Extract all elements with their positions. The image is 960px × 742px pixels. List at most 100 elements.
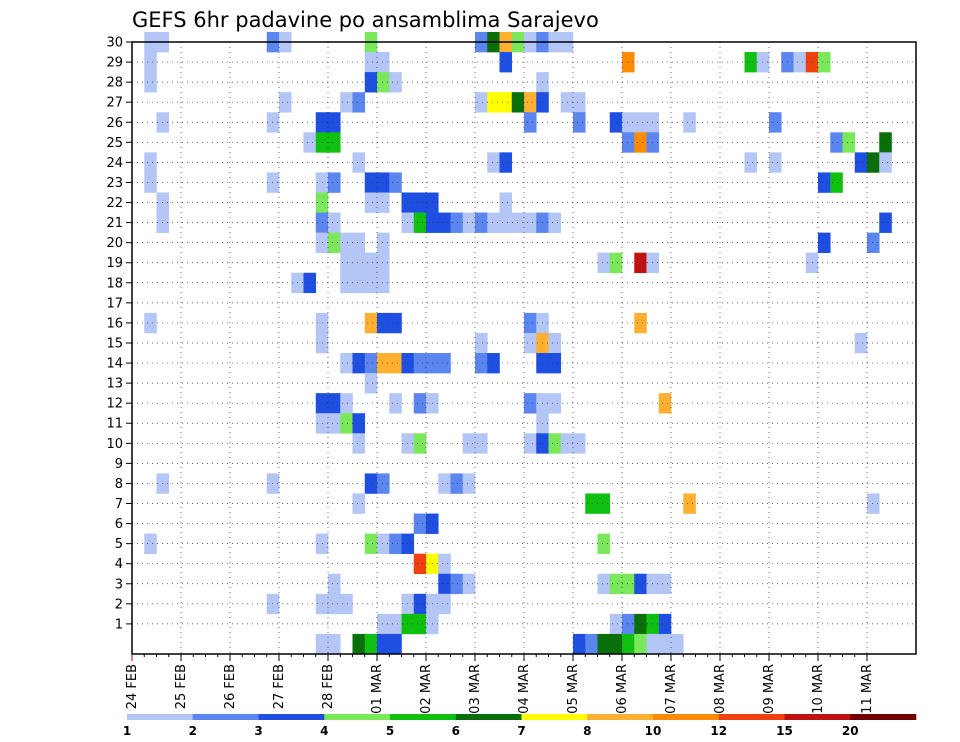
legend-color-swatch xyxy=(258,714,325,720)
heatmap-cell xyxy=(389,72,402,93)
heatmap-cell xyxy=(671,633,684,655)
heatmap-cell xyxy=(573,112,586,133)
heatmap-cell xyxy=(499,52,513,73)
y-tick-label: 26 xyxy=(106,116,123,131)
heatmap-cell xyxy=(377,272,390,294)
legend-color-swatch xyxy=(587,714,654,720)
legend-color-swatch xyxy=(718,714,785,720)
heatmap-cell xyxy=(634,312,647,334)
heatmap-cell xyxy=(340,353,353,374)
legend-color-swatch xyxy=(653,714,720,720)
heatmap-cell xyxy=(683,112,696,133)
heatmap-cell xyxy=(352,252,366,274)
heatmap-cell xyxy=(499,92,513,113)
heatmap-cell xyxy=(328,232,341,253)
heatmap-cell xyxy=(462,473,476,494)
heatmap-cell xyxy=(303,132,317,153)
heatmap-cell xyxy=(622,573,635,595)
x-tick-label: 09 MAR xyxy=(762,664,777,714)
heatmap-cell xyxy=(328,112,341,133)
heatmap-cell xyxy=(499,152,513,173)
heatmap-cell xyxy=(634,573,647,595)
legend-color-swatch xyxy=(455,714,522,720)
heatmap-cell xyxy=(597,633,611,655)
heatmap-cell xyxy=(769,112,782,133)
y-tick-label: 10 xyxy=(106,437,123,452)
heatmap-cell xyxy=(377,52,390,73)
heatmap-cell xyxy=(499,192,513,213)
heatmap-cell xyxy=(634,613,647,635)
heatmap-cell xyxy=(389,533,402,554)
x-tick-label: 06 MAR xyxy=(615,664,630,714)
heatmap-cell xyxy=(511,92,525,113)
heatmap-cell xyxy=(438,473,451,494)
legend-color-swatch xyxy=(850,714,917,720)
heatmap-cell xyxy=(622,112,635,133)
heatmap-cell xyxy=(352,353,366,374)
heatmap-cell xyxy=(854,332,868,354)
heatmap-cell xyxy=(413,393,427,414)
heatmap-cell xyxy=(622,52,635,73)
heatmap-cell xyxy=(487,152,500,173)
heatmap-cell xyxy=(658,393,672,414)
x-tick-label: 04 MAR xyxy=(517,664,532,714)
heatmap-cell xyxy=(377,252,390,274)
heatmap-cell xyxy=(609,573,623,595)
heatmap-cell xyxy=(413,513,427,534)
y-tick-label: 24 xyxy=(106,156,123,171)
legend-label: 10 xyxy=(645,724,662,738)
y-tick-label: 27 xyxy=(106,96,123,111)
heatmap-cell xyxy=(634,633,647,655)
heatmap-cell xyxy=(487,353,500,374)
heatmap-cell xyxy=(144,312,157,334)
heatmap-cell xyxy=(389,312,402,334)
heatmap-cell xyxy=(364,272,378,294)
heatmap-cell xyxy=(756,52,770,73)
heatmap-cell xyxy=(622,613,635,635)
heatmap-cell xyxy=(867,232,880,253)
heatmap-cell xyxy=(597,493,611,514)
heatmap-cell xyxy=(413,433,427,454)
heatmap-cell xyxy=(352,493,366,514)
heatmap-cell xyxy=(389,633,402,655)
x-tick-label: 26 FEB xyxy=(223,664,238,709)
heatmap-cell xyxy=(340,593,353,615)
y-tick-label: 9 xyxy=(115,457,123,472)
heatmap-cell xyxy=(303,272,317,294)
heatmap-cell xyxy=(377,72,390,93)
heatmap-cell xyxy=(377,353,390,374)
y-tick-label: 15 xyxy=(106,336,123,351)
heatmap-cell xyxy=(364,533,378,554)
heatmap-cell xyxy=(413,613,427,635)
gridlines xyxy=(132,41,916,654)
heatmap-cell xyxy=(793,52,807,73)
heatmap-cell xyxy=(524,112,537,133)
heatmap-cell xyxy=(769,152,782,173)
y-tick-label: 29 xyxy=(106,56,123,71)
y-tick-label: 25 xyxy=(106,136,123,151)
heatmap-cell xyxy=(328,393,341,414)
heatmap-cell xyxy=(744,52,758,73)
heatmap-cell xyxy=(879,152,892,173)
legend-color-swatch xyxy=(324,714,391,720)
heatmap-cell xyxy=(830,132,843,153)
y-tick-label: 17 xyxy=(106,296,123,311)
heatmap-cell xyxy=(266,172,280,193)
heatmap-cell xyxy=(364,252,378,274)
heatmap-cell xyxy=(622,633,635,655)
x-tick-label: 24 FEB xyxy=(125,664,140,709)
color-legend: 1 2 3 4 5 6 7 8 10 12 15 20 xyxy=(123,714,917,738)
heatmap-cell xyxy=(144,72,157,93)
heatmap-cell xyxy=(364,172,378,193)
heatmap-cell xyxy=(585,493,598,514)
heatmap-cell xyxy=(413,553,427,575)
heatmap-cell xyxy=(438,212,451,233)
heatmap-cell xyxy=(328,212,341,233)
y-tick-label: 30 xyxy=(106,36,123,51)
heatmap-cell xyxy=(634,112,647,133)
legend-label: 12 xyxy=(710,724,727,738)
heatmap-cell xyxy=(475,353,488,374)
heatmap-cell xyxy=(389,353,402,374)
heatmap-cell xyxy=(364,72,378,93)
